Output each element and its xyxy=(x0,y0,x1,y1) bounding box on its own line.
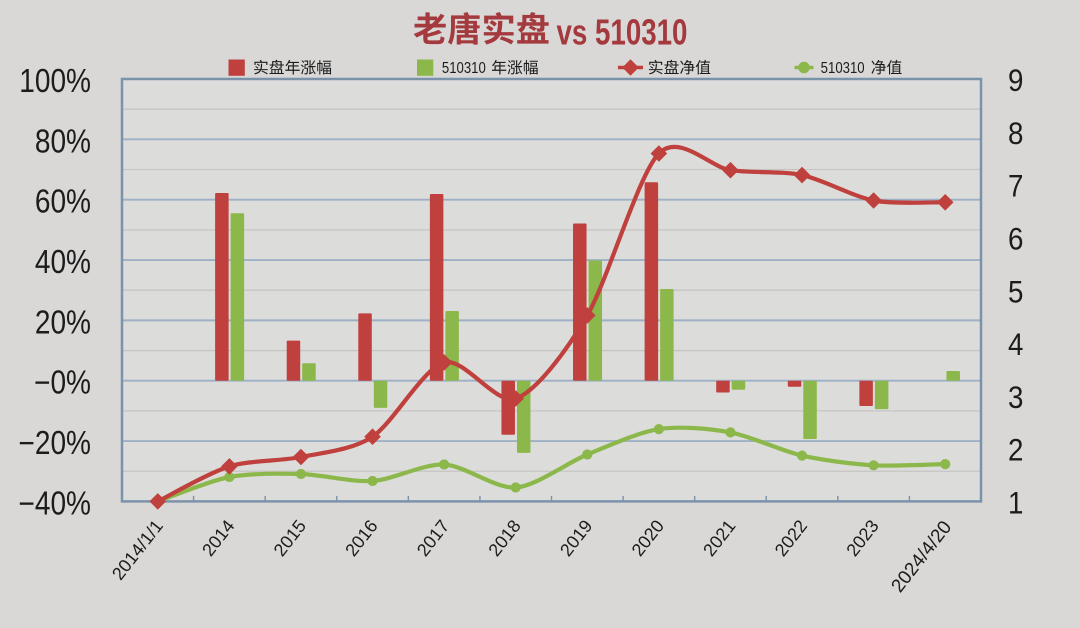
svg-text:6: 6 xyxy=(1008,222,1023,257)
svg-text:40%: 40% xyxy=(35,244,91,281)
svg-text:1: 1 xyxy=(1008,486,1023,521)
svg-text:100%: 100% xyxy=(19,63,91,100)
svg-text:7: 7 xyxy=(1008,169,1023,204)
svg-text:5: 5 xyxy=(1008,275,1023,310)
svg-text:−40%: −40% xyxy=(19,485,91,522)
svg-text:60%: 60% xyxy=(35,184,91,221)
svg-text:−20%: −20% xyxy=(19,425,91,462)
svg-text:8: 8 xyxy=(1008,116,1023,151)
svg-text:4: 4 xyxy=(1008,327,1023,362)
svg-text:20%: 20% xyxy=(35,304,91,341)
svg-text:2: 2 xyxy=(1008,433,1023,468)
svg-text:3: 3 xyxy=(1008,380,1023,415)
svg-text:510310: 510310 xyxy=(821,60,865,77)
svg-text:510310: 510310 xyxy=(442,60,486,77)
svg-text:vs 510310: vs 510310 xyxy=(557,12,688,52)
svg-text:−0%: −0% xyxy=(34,365,91,402)
svg-text:9: 9 xyxy=(1008,63,1023,98)
svg-text:80%: 80% xyxy=(35,123,91,160)
